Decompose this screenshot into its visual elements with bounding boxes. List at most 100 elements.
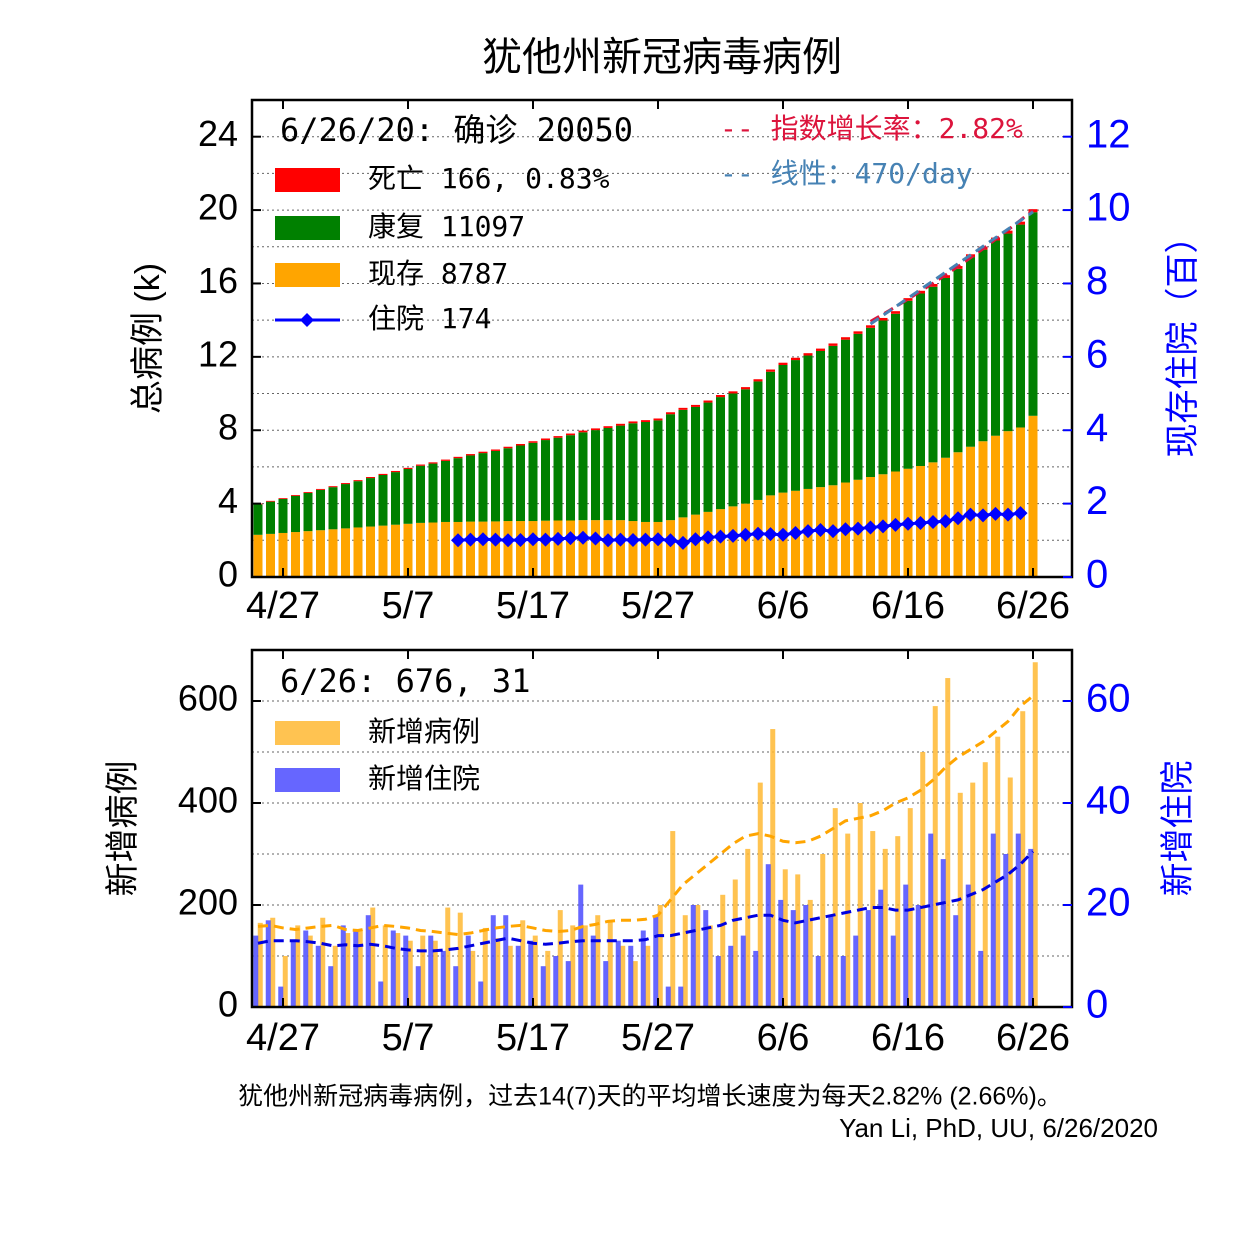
marker [863, 520, 878, 535]
bar [615, 940, 621, 1007]
bar-segment [703, 511, 713, 577]
bar-segment [891, 311, 900, 314]
bar-segment [991, 240, 1000, 436]
bar-segment [453, 456, 463, 459]
bar-segment [403, 469, 413, 524]
x-tick-label: 6/6 [757, 585, 810, 627]
bar [853, 935, 859, 1007]
x-tick-label: 6/26 [996, 585, 1070, 627]
bar [928, 833, 934, 1007]
bar-segment [366, 477, 375, 479]
legend-swatch [275, 768, 340, 792]
bar-segment [866, 325, 875, 328]
y-tick-label: 12 [198, 333, 238, 374]
bar [790, 910, 796, 1007]
bar-segment [378, 473, 388, 475]
bar [332, 945, 338, 1007]
bar-segment [666, 520, 675, 577]
bar [1007, 777, 1013, 1007]
bar-segment [666, 414, 675, 521]
bar-segment [316, 530, 325, 577]
footer-note: 犹他州新冠病毒病例，过去14(7)天的平均增长速度为每天2.82% (2.66%… [238, 1083, 1062, 1111]
bar-segment [316, 488, 325, 490]
bar [595, 915, 601, 1007]
bar [395, 933, 401, 1007]
bar [270, 917, 276, 1007]
y2-tick-label: 0 [1086, 983, 1108, 1027]
bar-segment [253, 504, 263, 535]
bar-segment [303, 531, 313, 577]
legend-label: 死亡 166, 0.83% [368, 162, 610, 195]
marker [851, 521, 865, 536]
y-tick-label: 0 [218, 984, 238, 1025]
bar [995, 736, 1001, 1007]
bar-segment [678, 409, 688, 518]
bar-segment [428, 522, 438, 577]
bar-segment [853, 331, 863, 334]
bar [765, 864, 771, 1007]
bar [553, 956, 559, 1007]
bar [865, 910, 871, 1007]
bar [432, 940, 438, 1007]
x-tick-label: 5/7 [382, 1017, 435, 1059]
series-line [257, 694, 1034, 937]
marker [588, 531, 603, 546]
bar-segment [541, 440, 550, 521]
bar-segment [653, 521, 663, 577]
bar-segment [1003, 431, 1013, 577]
bar [382, 925, 388, 1007]
bar [345, 933, 351, 1007]
bar [290, 940, 296, 1007]
bar [982, 762, 988, 1007]
bar-segment [503, 448, 513, 522]
legend-swatch [275, 263, 340, 287]
x-tick-label: 5/17 [496, 1017, 570, 1059]
bar [470, 950, 476, 1007]
bar [870, 831, 876, 1007]
marker [888, 517, 903, 532]
bar [670, 831, 676, 1007]
bar-segment [753, 381, 763, 500]
bar-segment [266, 500, 275, 502]
bar [903, 884, 909, 1007]
bar-segment [453, 458, 463, 522]
bar [428, 935, 434, 1007]
bar [665, 986, 671, 1007]
bar-segment [416, 464, 425, 466]
marker [676, 535, 690, 550]
bar [720, 894, 726, 1007]
marker [876, 519, 890, 534]
bar-segment [728, 393, 738, 507]
y-tick-label: 0 [218, 554, 238, 595]
bar [503, 915, 509, 1007]
y2-tick-label: 10 [1086, 186, 1131, 230]
bar [378, 981, 384, 1007]
bar [295, 925, 301, 1007]
bar [440, 950, 446, 1007]
bar-segment [516, 521, 525, 577]
bar-segment [391, 470, 400, 473]
bar [520, 920, 526, 1007]
bar [303, 930, 309, 1007]
bar-segment [303, 492, 313, 493]
bar-segment [691, 404, 700, 407]
marker [638, 532, 653, 547]
bar [795, 874, 801, 1007]
bar-segment [441, 460, 450, 522]
bar [953, 915, 959, 1007]
bar-segment [828, 345, 838, 486]
bar-segment [278, 532, 288, 577]
bar-segment [791, 360, 800, 491]
y-tick-label: 600 [178, 678, 238, 719]
bar-segment [403, 523, 413, 577]
bar [340, 925, 346, 1007]
bar [895, 836, 901, 1007]
bar-segment [378, 474, 388, 526]
bar-segment [741, 389, 750, 504]
bar-segment [353, 480, 363, 482]
bar [357, 930, 363, 1007]
bar-segment [578, 432, 588, 521]
bar [878, 889, 884, 1007]
bar [882, 848, 888, 1007]
